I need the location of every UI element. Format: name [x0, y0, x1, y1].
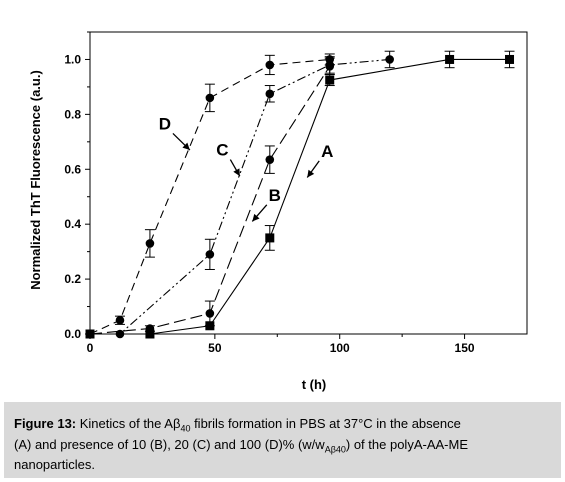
series-line-A	[90, 58, 510, 335]
series-A	[85, 50, 515, 339]
x-tick-label: 0	[87, 341, 94, 355]
figure-caption: Figure 13: Kinetics of the Aβ40 fibrils …	[4, 402, 561, 478]
series-line-D	[89, 58, 330, 335]
x-tick-label: 100	[330, 341, 350, 355]
data-point-C	[385, 55, 394, 64]
annotation-label-C: C	[216, 141, 228, 160]
series-layer	[85, 50, 515, 339]
annotations: A B C D	[159, 114, 333, 222]
chart: 0 50 100 150 0.0 0.2 0.4 0.6 0.8 1.0 A B C D Normali…	[28, 31, 528, 392]
series-line-C	[90, 58, 390, 335]
y-axis-label: Normalized ThT Fluorescence (a.u.)	[28, 70, 43, 290]
caption-sub-1: 40	[180, 423, 191, 434]
y-tick-label: 0.2	[64, 272, 81, 286]
plot-frame	[89, 31, 528, 335]
caption-text-3: nanoparticles.	[14, 457, 95, 473]
data-point-B	[265, 155, 275, 164]
data-point-D	[85, 329, 95, 339]
data-point-A	[265, 233, 275, 243]
caption-line-2: (A) and presence of 10 (B), 20 (C) and 1…	[14, 437, 553, 458]
x-tick-label: 50	[208, 341, 222, 355]
annotation-C: C	[216, 141, 241, 177]
y-tick-label: 0.6	[64, 162, 81, 176]
data-point-A	[145, 329, 155, 339]
y-tick-label: 0.8	[64, 107, 81, 121]
annotation-arrow-head	[233, 168, 240, 177]
caption-text-1b: fibrils formation in PBS at 37°C in the …	[190, 416, 461, 431]
data-point-D	[205, 93, 215, 103]
data-point-C	[265, 89, 275, 99]
caption-text-2b: ) of the polyA-AA-ME	[345, 436, 468, 452]
caption-line-3: nanoparticles.	[14, 457, 553, 473]
y-tick-label: 0.4	[64, 217, 81, 231]
data-point-D	[265, 60, 275, 70]
annotation-D: D	[159, 114, 191, 151]
data-point-B	[205, 309, 215, 318]
series-D	[85, 53, 335, 339]
axes: 0 50 100 150 0.0 0.2 0.4 0.6 0.8 1.0	[64, 31, 528, 355]
data-point-D	[115, 315, 125, 325]
caption-text-2: (A) and presence of 10 (B), 20 (C) and 1…	[14, 436, 325, 452]
annotation-arrow-head	[252, 213, 260, 222]
caption-label: Figure 13:	[14, 416, 77, 431]
caption-line-1: Figure 13: Kinetics of the Aβ40 fibrils …	[14, 416, 553, 437]
x-axis-label: t (h)	[302, 377, 327, 392]
data-point-B	[145, 324, 155, 333]
series-C	[85, 50, 395, 339]
data-point-A	[325, 75, 335, 85]
data-point-A	[445, 54, 455, 64]
annotation-B: B	[251, 186, 281, 222]
annotation-label-B: B	[269, 186, 281, 205]
caption-sub-2: Aβ40	[324, 444, 346, 455]
data-point-A	[505, 54, 515, 64]
data-point-D	[325, 55, 335, 64]
data-point-C	[205, 250, 215, 259]
y-tick-label: 0.0	[64, 327, 81, 341]
data-point-C	[115, 329, 125, 339]
annotation-label-D: D	[159, 114, 171, 133]
annotation-arrow-head	[307, 169, 315, 178]
annotation-A: A	[306, 142, 333, 178]
caption-text-1: Kinetics of the Aβ	[76, 416, 181, 431]
annotation-arrow-head	[182, 142, 190, 151]
x-tick-label: 150	[455, 341, 475, 355]
y-tick-label: 1.0	[64, 52, 81, 66]
data-point-D	[145, 239, 155, 248]
annotation-label-A: A	[321, 142, 333, 161]
